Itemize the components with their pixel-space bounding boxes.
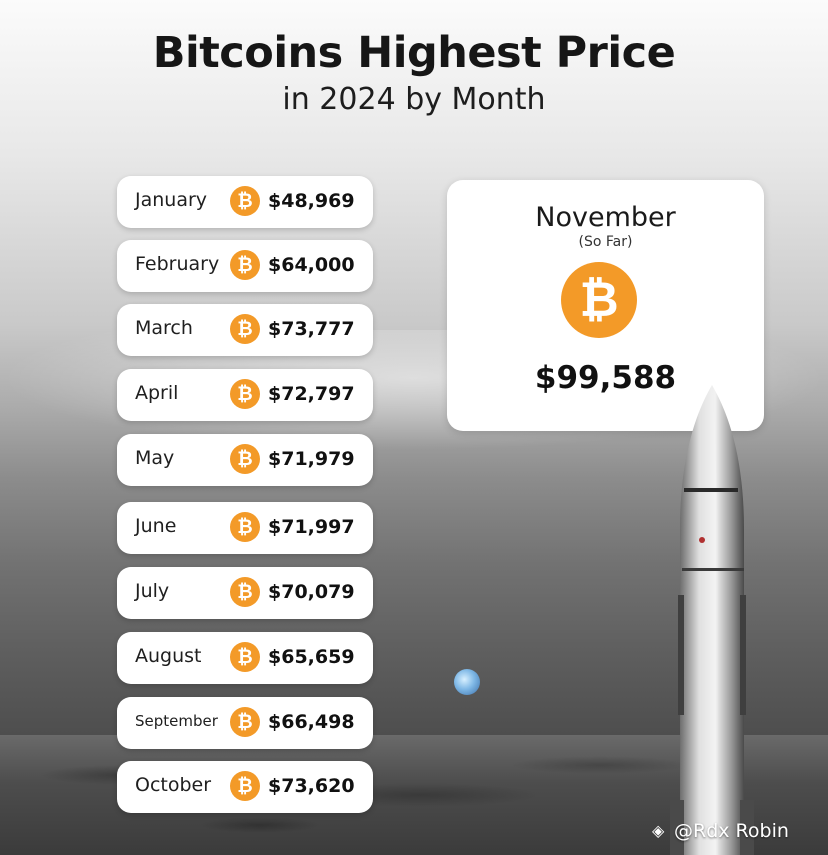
price-value: $71,979 — [268, 448, 355, 470]
price-value: $70,079 — [268, 581, 355, 603]
list-item-july: July ₿ $70,079 — [117, 567, 373, 619]
highlight-note: (So Far) — [578, 234, 633, 250]
highlight-month: November — [535, 202, 676, 233]
binance-square-icon: ◈ — [652, 821, 665, 840]
watermark: ◈ @Rdx Robin — [652, 818, 822, 846]
page-subtitle: in 2024 by Month — [282, 82, 546, 117]
month-label: February — [135, 253, 220, 275]
month-label: July — [135, 580, 170, 602]
list-item-may: May ₿ $71,979 — [117, 434, 373, 486]
bitcoin-icon: ₿ — [230, 444, 260, 474]
bitcoin-icon: ₿ — [230, 642, 260, 672]
month-label: June — [135, 515, 177, 537]
list-item-february: February ₿ $64,000 — [117, 240, 373, 292]
watermark-text: @Rdx Robin — [674, 820, 789, 842]
price-value: $66,498 — [268, 711, 355, 733]
month-label: August — [135, 645, 202, 667]
price-value: $73,620 — [268, 775, 355, 797]
price-value: $71,997 — [268, 516, 355, 538]
price-value: $72,797 — [268, 383, 355, 405]
bitcoin-icon: ₿ — [230, 512, 260, 542]
month-label: October — [135, 774, 212, 796]
list-item-august: August ₿ $65,659 — [117, 632, 373, 684]
bitcoin-icon: ₿ — [230, 577, 260, 607]
bitcoin-icon: ₿ — [230, 250, 260, 280]
price-value: $65,659 — [268, 646, 355, 668]
month-label: April — [135, 382, 179, 404]
bitcoin-icon: ₿ — [230, 707, 260, 737]
earth-icon — [454, 669, 480, 695]
bitcoin-icon: ₿ — [230, 379, 260, 409]
price-value: $64,000 — [268, 254, 355, 276]
month-label: January — [135, 189, 208, 211]
list-item-march: March ₿ $73,777 — [117, 304, 373, 356]
bitcoin-icon: ₿ — [561, 262, 637, 338]
list-item-april: April ₿ $72,797 — [117, 369, 373, 421]
price-value: $48,969 — [268, 190, 355, 212]
bitcoin-icon: ₿ — [230, 314, 260, 344]
highlight-price: $99,588 — [534, 360, 677, 396]
page-title: Bitcoins Highest Price — [152, 28, 676, 78]
rocket-illustration — [670, 385, 754, 855]
bitcoin-icon: ₿ — [230, 771, 260, 801]
month-label: September — [135, 712, 218, 730]
bitcoin-icon: ₿ — [230, 186, 260, 216]
list-item-october: October ₿ $73,620 — [117, 761, 373, 813]
list-item-september: September ₿ $66,498 — [117, 697, 373, 749]
list-item-june: June ₿ $71,997 — [117, 502, 373, 554]
month-label: March — [135, 317, 193, 339]
month-label: May — [135, 447, 175, 469]
price-value: $73,777 — [268, 318, 355, 340]
list-item-january: January ₿ $48,969 — [117, 176, 373, 228]
